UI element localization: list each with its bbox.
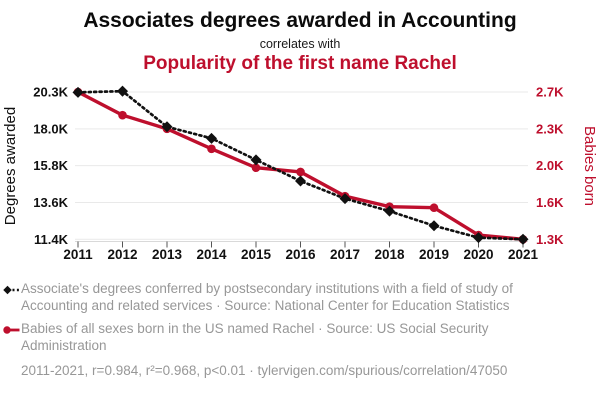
x-tick-label: 2013 bbox=[152, 247, 183, 262]
chart-legend: Associate's degrees conferred by postsec… bbox=[0, 280, 600, 378]
page-title: Associates degrees awarded in Accounting bbox=[83, 9, 517, 32]
right-tick-label: 2.0K bbox=[536, 158, 564, 173]
data-point-diamond bbox=[205, 132, 218, 144]
right-tick-label: 1.6K bbox=[536, 195, 564, 210]
left-tick-label: 15.8K bbox=[33, 158, 68, 173]
data-point-diamond bbox=[250, 154, 262, 166]
data-point-diamond bbox=[116, 85, 129, 97]
right-tick-label: 1.3K bbox=[536, 232, 564, 247]
x-tick-label: 2020 bbox=[463, 247, 493, 262]
x-tick-label: 2021 bbox=[508, 247, 539, 262]
left-axis-title: Degrees awarded bbox=[2, 107, 19, 225]
x-tick-label: 2014 bbox=[196, 247, 227, 262]
legend-item-degrees: Associate's degrees conferred by postsec… bbox=[0, 280, 569, 314]
x-tick-label: 2015 bbox=[241, 247, 272, 262]
diamond-dotted-legend-icon bbox=[3, 285, 20, 295]
right-axis-title: Babies born bbox=[581, 126, 598, 206]
legend-item-label: Babies of all sexes born in the US named… bbox=[21, 321, 489, 353]
data-point-circle bbox=[251, 163, 261, 173]
data-point-diamond bbox=[428, 220, 440, 232]
stats-footer: 2011-2021, r=0.984, r²=0.968, p<0.01 · t… bbox=[21, 363, 508, 378]
subtitle-red: Popularity of the first name Rachel bbox=[143, 53, 457, 74]
legend-item-label: Associate's degrees conferred by postsec… bbox=[21, 281, 513, 313]
data-point-diamond bbox=[517, 233, 529, 245]
left-tick-label: 11.4K bbox=[34, 232, 69, 247]
legend-item-babies: Babies of all sexes born in the US named… bbox=[0, 320, 569, 354]
chart-svg: 2011 2012 2013 2014 2015 2016 2017 2018 2019 2020… bbox=[2, 85, 598, 263]
data-point-circle bbox=[296, 167, 305, 177]
x-tick-label: 2017 bbox=[330, 247, 360, 262]
left-tick-label: 18.0K bbox=[33, 121, 68, 136]
x-tick-label: 2012 bbox=[107, 247, 137, 262]
x-tick-label: 2019 bbox=[419, 247, 449, 262]
data-point-circle bbox=[207, 144, 216, 154]
circle-solid-legend-icon bbox=[3, 326, 20, 334]
left-tick-label: 13.6K bbox=[33, 195, 68, 210]
right-tick-label: 2.3K bbox=[536, 121, 564, 136]
connector-text: correlates with bbox=[259, 37, 341, 51]
data-point-diamond bbox=[72, 86, 84, 98]
x-tick-label: 2018 bbox=[374, 247, 405, 262]
data-point-circle bbox=[118, 110, 127, 120]
right-tick-label: 2.7K bbox=[536, 85, 564, 100]
data-point-diamond bbox=[294, 175, 307, 187]
data-point-circle bbox=[429, 203, 439, 213]
x-tick-label: 2011 bbox=[63, 247, 93, 262]
left-tick-label: 20.3K bbox=[33, 85, 68, 100]
x-tick-label: 2016 bbox=[285, 247, 316, 262]
